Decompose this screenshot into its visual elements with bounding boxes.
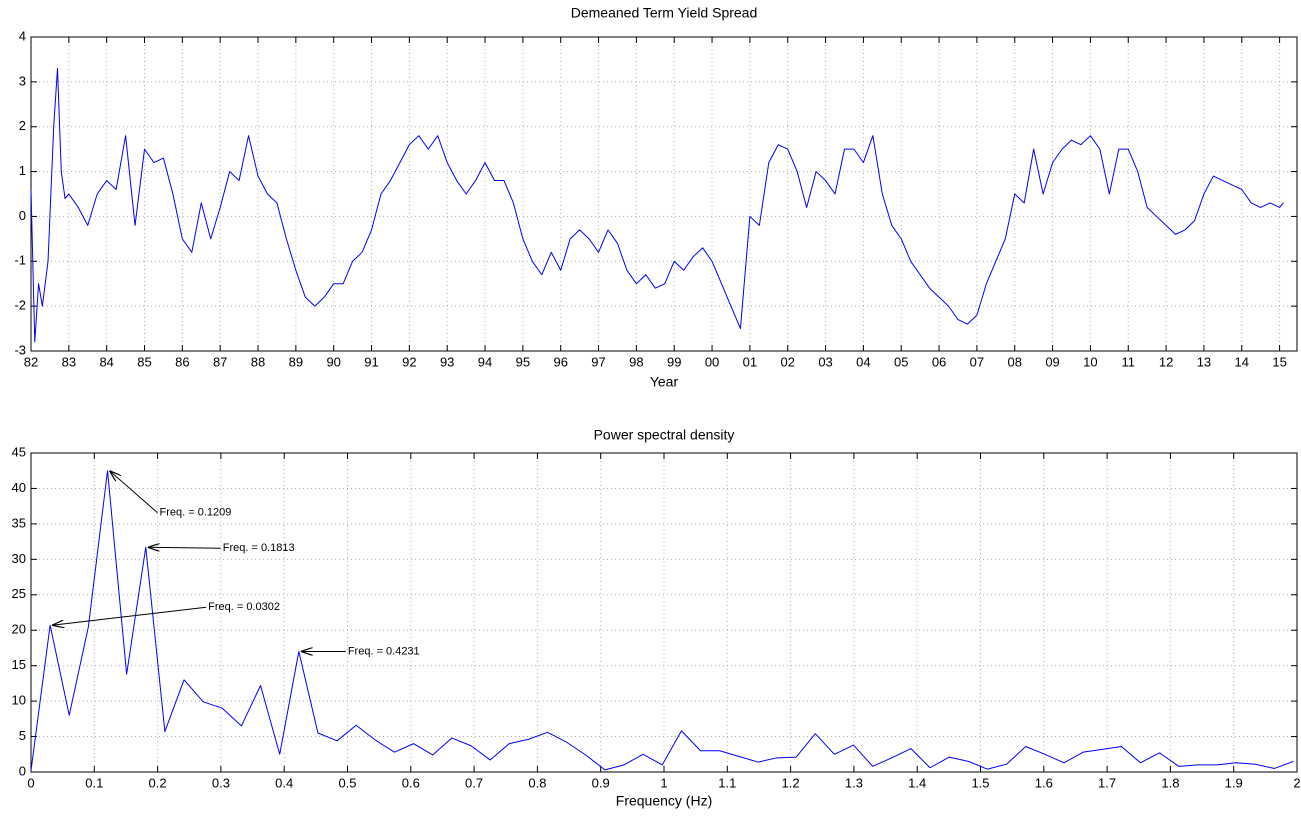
annotation-label: Freq. = 0.4231: [348, 645, 420, 657]
x-tick-label: 0.4: [275, 775, 293, 790]
y-tick-label: 1: [19, 163, 26, 178]
chart-title: Demeaned Term Yield Spread: [571, 5, 758, 21]
y-tick-label: 10: [12, 693, 26, 708]
x-tick-label: 09: [1045, 354, 1059, 369]
y-tick-label: 20: [12, 622, 26, 637]
x-tick-label: 14: [1235, 354, 1249, 369]
y-tick-label: -3: [14, 342, 26, 357]
x-tick-label: 82: [24, 354, 38, 369]
x-tick-label: 06: [932, 354, 946, 369]
chart-title: Power spectral density: [594, 427, 735, 443]
annotation-arrow: [52, 606, 207, 625]
x-tick-label: 98: [629, 354, 643, 369]
x-tick-label: 08: [1008, 354, 1022, 369]
y-tick-label: 0: [19, 763, 26, 778]
x-tick-label: 1.3: [845, 775, 863, 790]
x-tick-label: 90: [326, 354, 340, 369]
x-tick-label: 13: [1197, 354, 1211, 369]
x-tick-label: 0.5: [338, 775, 356, 790]
x-tick-label: 95: [516, 354, 530, 369]
x-tick-label: 1.1: [718, 775, 736, 790]
x-tick-label: 11: [1122, 354, 1136, 369]
x-tick-label: 12: [1159, 354, 1173, 369]
x-tick-label: 0: [27, 775, 34, 790]
x-tick-label: 05: [894, 354, 908, 369]
x-tick-label: 1: [660, 775, 667, 790]
x-tick-label: 0.8: [528, 775, 546, 790]
x-tick-label: 99: [667, 354, 681, 369]
x-tick-label: 1.6: [1035, 775, 1053, 790]
y-tick-label: -1: [14, 253, 26, 268]
x-tick-label: 03: [818, 354, 832, 369]
y-tick-label: 2: [19, 118, 26, 133]
x-tick-label: 0.9: [592, 775, 610, 790]
y-tick-label: 3: [19, 73, 26, 88]
x-tick-label: 1.9: [1225, 775, 1243, 790]
x-tick-label: 88: [251, 354, 265, 369]
y-tick-label: 45: [12, 444, 26, 459]
x-tick-label: 1.4: [908, 775, 926, 790]
x-tick-label: 2: [1293, 775, 1300, 790]
y-tick-label: 30: [12, 551, 26, 566]
annotation-label: Freq. = 0.1813: [223, 542, 295, 554]
plot-frame: [30, 452, 1298, 773]
annotation-arrow: [110, 471, 158, 514]
y-tick-label: 5: [19, 728, 26, 743]
x-tick-label: 0.7: [465, 775, 483, 790]
y-tick-label: 15: [12, 657, 26, 672]
x-tick-label: 01: [743, 354, 757, 369]
x-tick-label: 96: [553, 354, 567, 369]
x-tick-label: 10: [1083, 354, 1097, 369]
annotation-label: Freq. = 0.1209: [160, 507, 232, 519]
x-tick-label: 0.2: [149, 775, 167, 790]
y-tick-label: 25: [12, 586, 26, 601]
x-tick-label: 0.3: [212, 775, 230, 790]
x-tick-label: 00: [705, 354, 719, 369]
data-line: [30, 470, 1294, 771]
annotation-arrow: [148, 547, 221, 548]
x-tick-label: 0.1: [85, 775, 103, 790]
x-tick-label: 91: [364, 354, 378, 369]
x-tick-label: 02: [780, 354, 794, 369]
x-tick-label: 93: [440, 354, 454, 369]
x-tick-label: 1.7: [1098, 775, 1116, 790]
x-tick-label: 94: [478, 354, 492, 369]
x-axis-label: Year: [650, 374, 679, 390]
x-tick-label: 15: [1272, 354, 1286, 369]
x-tick-label: 87: [213, 354, 227, 369]
x-tick-label: 04: [856, 354, 870, 369]
x-tick-label: 1.8: [1161, 775, 1179, 790]
y-tick-label: 0: [19, 208, 26, 223]
x-tick-label: 97: [591, 354, 605, 369]
x-tick-label: 85: [137, 354, 151, 369]
data-line: [30, 67, 1284, 343]
x-tick-label: 89: [289, 354, 303, 369]
annotation-label: Freq. = 0.0302: [208, 601, 280, 613]
y-tick-label: -2: [14, 298, 26, 313]
x-tick-label: 1.5: [971, 775, 989, 790]
y-tick-label: 4: [19, 28, 26, 43]
x-tick-label: 07: [970, 354, 984, 369]
y-tick-label: 35: [12, 515, 26, 530]
x-tick-label: 0.6: [402, 775, 420, 790]
y-tick-label: 40: [12, 480, 26, 495]
x-tick-label: 84: [99, 354, 113, 369]
x-tick-label: 86: [175, 354, 189, 369]
x-tick-label: 1.2: [782, 775, 800, 790]
x-tick-label: 92: [402, 354, 416, 369]
x-axis-label: Frequency (Hz): [616, 793, 712, 809]
x-tick-label: 83: [62, 354, 76, 369]
